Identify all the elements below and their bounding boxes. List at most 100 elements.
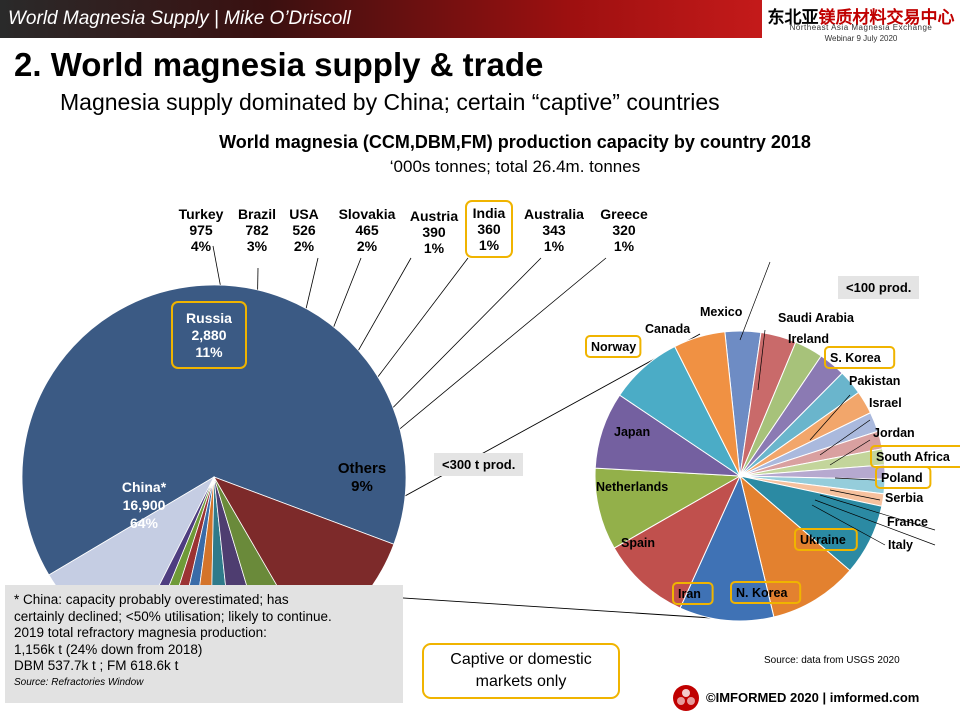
label-turkey-pct: 4%: [190, 238, 212, 254]
russia-callout: [171, 301, 247, 369]
pie2-leader-line-3: [809, 394, 851, 441]
brand-chinese-black: 东北亚: [767, 8, 819, 27]
under-100-label: <100 prod.: [838, 276, 920, 299]
pie2-label-jordan: Jordan: [873, 426, 915, 440]
pie2-slice-canada: [674, 331, 741, 477]
label-usa: USA 526 2%: [284, 206, 324, 254]
note-line-4: 1,156k t (24% down from 2018): [14, 641, 203, 657]
pie2-leader-line-1: [739, 261, 771, 341]
pie2-leader-line-10: [811, 504, 886, 546]
chart-subtitle: ‘000s tonnes; total 26.4m. tonnes: [389, 157, 641, 176]
pie2-slice-netherlands: [594, 467, 742, 549]
note-line-1: * China: capacity probably overestimated…: [14, 592, 289, 607]
label-austria-value: 390: [422, 224, 446, 240]
pie2-label-saudi-arabia: Saudi Arabia: [778, 311, 855, 325]
label-russia-value: 2,880: [191, 327, 227, 343]
pie2-label-japan: Japan: [614, 425, 650, 439]
label-others: Others 9%: [326, 460, 398, 496]
captive-line-2: markets only: [475, 673, 567, 690]
pie2-leader-line-4: [819, 419, 871, 456]
callout-iran: [672, 582, 714, 605]
callout-s-korea: [824, 346, 896, 369]
label-russia-pct: 11%: [195, 344, 223, 360]
pie2-label-poland: Poland: [881, 471, 923, 485]
label-austria-pct: 1%: [423, 240, 445, 256]
pie2-slice-iran: [679, 474, 775, 622]
pie2-label-netherlands: Netherlands: [596, 480, 668, 494]
pie2-slice-spain: [613, 474, 742, 609]
brand-logo-box: [762, 0, 960, 46]
label-usa-pct: 2%: [293, 238, 315, 254]
label-india: India 360 1%: [465, 200, 513, 258]
pie2-label-pakistan: Pakistan: [849, 374, 900, 388]
pie2-label-mexico: Mexico: [700, 305, 743, 319]
label-australia-value: 343: [542, 222, 566, 238]
webinar-date: Webinar 9 July 2020: [824, 34, 898, 43]
label-greece-value: 320: [612, 222, 636, 238]
label-russia-name: Russia: [186, 310, 232, 326]
label-brazil-value: 782: [245, 222, 269, 238]
label-china-pct: 64%: [129, 515, 159, 531]
label-brazil-name: Brazil: [237, 206, 277, 222]
footer-copyright: ©IMFORMED 2020 | imformed.com: [706, 690, 920, 705]
pie2-label-n-korea: N. Korea: [736, 586, 788, 600]
label-usa-value: 526: [292, 222, 316, 238]
pie2-label-s-korea: S. Korea: [830, 351, 882, 365]
note-line-5: DBM 537.7k t ; FM 618.6k t: [14, 658, 179, 673]
note-source: Source: Refractories Window: [14, 676, 144, 688]
header-bar: [0, 0, 762, 38]
captive-line-1: Captive or domestic: [450, 651, 592, 668]
label-brazil: Brazil 782 3%: [233, 206, 281, 254]
pie2-leader-line-2: [757, 329, 766, 391]
label-china-value: 16,900: [122, 497, 166, 513]
usgs-source: Source: data from USGS 2020: [764, 655, 900, 666]
note-line-3: 2019 total refractory magnesia productio…: [14, 625, 267, 640]
pie2-label-israel: Israel: [869, 396, 902, 410]
header-title: World Magnesia Supply | Mike O’Driscoll: [8, 8, 351, 29]
label-china: China* 16,900 64%: [104, 478, 184, 532]
captive-markets-box: Captive or domestic markets only: [422, 643, 620, 699]
pie2-label-serbia: Serbia: [885, 491, 924, 505]
label-others-name: Others: [337, 460, 387, 477]
label-turkey-value: 975: [189, 222, 213, 238]
secondary-pie: [594, 330, 886, 622]
pie2-label-ireland: Ireland: [788, 332, 829, 346]
callout-ukraine: [794, 528, 858, 551]
label-slovakia: Slovakia 465 2%: [332, 206, 402, 254]
label-greece-pct: 1%: [613, 238, 635, 254]
label-slovakia-pct: 2%: [356, 238, 378, 254]
pie2-leader-line-5: [829, 439, 871, 466]
pie2-leader-line-8: [819, 494, 936, 531]
china-note-box: * China: capacity probably overestimated…: [5, 585, 403, 703]
note-line-2: certainly declined; <50% utilisation; li…: [14, 608, 332, 624]
pie2-label-spain: Spain: [621, 536, 655, 550]
label-austria-name: Austria: [409, 208, 459, 224]
pie2-label-norway: Norway: [591, 340, 636, 354]
label-india-pct: 1%: [478, 237, 500, 253]
pie2-leader-line-6: [834, 477, 876, 481]
callout-n-korea: [730, 581, 802, 604]
pie2-label-italy: Italy: [888, 538, 913, 552]
pie2-leader-line-7: [829, 489, 881, 501]
label-brazil-pct: 3%: [246, 238, 268, 254]
label-turkey-name: Turkey: [178, 206, 224, 222]
callout-norway: [585, 335, 642, 358]
label-usa-name: USA: [289, 206, 319, 222]
label-india-name: India: [472, 205, 506, 221]
brand-chinese-name: 东北亚镁质材料交易中心: [766, 3, 956, 28]
pie-slice-china: [21, 284, 407, 576]
label-others-pct: 9%: [351, 478, 373, 495]
label-australia-pct: 1%: [543, 238, 565, 254]
imformed-logo-icon: [673, 685, 699, 711]
pie2-label-iran: Iran: [678, 587, 701, 601]
label-australia-name: Australia: [524, 206, 584, 222]
label-turkey: Turkey 975 4%: [174, 206, 228, 254]
slide-title: 2. World magnesia supply & trade: [14, 46, 544, 83]
label-russia: Russia 2,880 11%: [171, 310, 247, 361]
label-slovakia-name: Slovakia: [338, 206, 396, 222]
label-austria: Austria 390 1%: [406, 208, 462, 256]
label-slovakia-value: 465: [355, 222, 379, 238]
label-greece: Greece 320 1%: [594, 206, 654, 254]
pie2-label-ukraine: Ukraine: [800, 533, 846, 547]
